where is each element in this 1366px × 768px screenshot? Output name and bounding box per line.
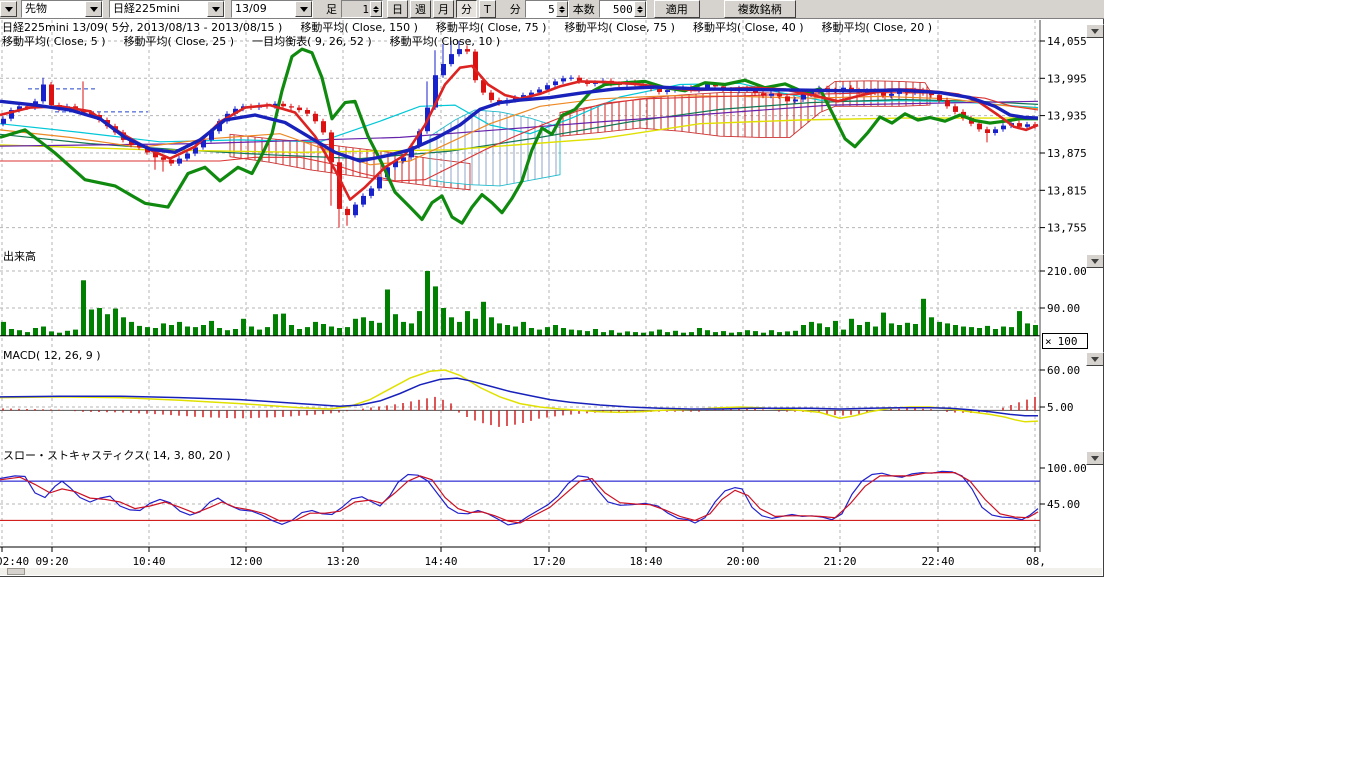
- symbol-combo[interactable]: 日経225mini: [109, 0, 225, 18]
- macd-histogram: [2, 396, 1036, 427]
- scrollbar-thumb[interactable]: [7, 568, 25, 575]
- category-combo-arrow-icon[interactable]: [85, 1, 102, 17]
- chevron-down-icon: [1091, 455, 1099, 461]
- svg-text:09:20: 09:20: [35, 555, 68, 568]
- value-axis-labels: 14,055 13,995 13,935 13,875 13,815 13,755 210.…: [1040, 35, 1087, 511]
- svg-text:13,935: 13,935: [1047, 110, 1087, 123]
- clipped-combo-arrow-icon[interactable]: [0, 1, 17, 17]
- volume-panel-label: 出来高: [3, 250, 36, 263]
- svg-text:21:20: 21:20: [823, 555, 856, 568]
- bars-label: 本数: [572, 3, 595, 16]
- svg-text:60.00: 60.00: [1047, 364, 1080, 377]
- volume-panel-dropdown-button[interactable]: [1086, 254, 1104, 268]
- grid-vertical: [1, 20, 1036, 547]
- chevron-down-icon: [1091, 356, 1099, 362]
- svg-text:14,055: 14,055: [1047, 35, 1087, 48]
- svg-text:10:40: 10:40: [132, 555, 165, 568]
- interval-spin-icon[interactable]: [370, 1, 382, 17]
- legend-row-2: 移動平均( Close, 5 ) 移動平均( Close, 25 ) 一目均衡表( …: [2, 35, 518, 48]
- minute-label: 分: [509, 3, 521, 16]
- toolbar: 先物 日経225mini 13/09 足 日 週 月 分 T 分 本数 適用 複…: [0, 0, 1104, 19]
- macd-line: [0, 377, 1038, 417]
- multiplier-value: 100: [1057, 334, 1078, 348]
- volume-bars: [1, 271, 1038, 336]
- stoch-panel-dropdown-button[interactable]: [1086, 451, 1104, 465]
- period-week-button[interactable]: 週: [410, 0, 431, 18]
- chart-area[interactable]: 02:40 09:20 10:40 12:00 13:20 14:40 17:20 18:40…: [0, 19, 1104, 577]
- svg-text:100.00: 100.00: [1047, 462, 1087, 475]
- symbol-combo-arrow-icon[interactable]: [207, 1, 224, 17]
- period-day-button[interactable]: 日: [387, 0, 408, 18]
- apply-button[interactable]: 適用: [653, 0, 700, 18]
- svg-text:13,755: 13,755: [1047, 222, 1087, 235]
- chart-canvas[interactable]: 02:40 09:20 10:40 12:00 13:20 14:40 17:20 18:40…: [0, 19, 1104, 581]
- macd-panel-dropdown-button[interactable]: [1086, 352, 1104, 366]
- grid-horizontal: [0, 40, 1040, 505]
- minute-spinner[interactable]: [524, 0, 569, 18]
- svg-text:08,: 08,: [1026, 555, 1046, 568]
- legend-item: 移動平均( Close, 20 ): [821, 21, 933, 34]
- contract-combo-arrow-icon[interactable]: [295, 1, 312, 17]
- chevron-down-icon: [1091, 258, 1099, 264]
- stoch-panel-label: スロー・ストキャスティクス( 14, 3, 80, 20 ): [3, 449, 231, 462]
- svg-text:17:20: 17:20: [532, 555, 565, 568]
- period-month-button[interactable]: 月: [433, 0, 454, 18]
- svg-text:5.00: 5.00: [1047, 401, 1074, 414]
- legend-item: 移動平均( Close, 10 ): [389, 35, 501, 48]
- svg-text:20:00: 20:00: [726, 555, 759, 568]
- period-minute-button[interactable]: 分: [456, 0, 477, 18]
- legend-row-1: 日経225mini 13/09( 5分, 2013/08/13 - 2013/0…: [2, 21, 950, 34]
- svg-text:90.00: 90.00: [1047, 302, 1080, 315]
- svg-text:13,815: 13,815: [1047, 184, 1087, 197]
- interval-input[interactable]: [342, 3, 370, 15]
- period-tick-button[interactable]: T: [479, 0, 496, 18]
- chikou-green-line: [0, 47, 1038, 225]
- svg-text:14:40: 14:40: [424, 555, 457, 568]
- legend-item: 移動平均( Close, 75 ): [564, 21, 675, 34]
- time-axis-labels: 02:40 09:20 10:40 12:00 13:20 14:40 17:20 18:40…: [0, 555, 1046, 568]
- svg-text:22:40: 22:40: [921, 555, 954, 568]
- legend-item: 移動平均( Close, 40 ): [692, 21, 804, 34]
- category-combo-value: 先物: [25, 2, 47, 15]
- contract-combo[interactable]: 13/09: [231, 0, 313, 18]
- legend-item: 一目均衡表( 9, 26, 52 ): [252, 35, 372, 48]
- minute-spin-icon[interactable]: [555, 1, 568, 17]
- svg-text:13:20: 13:20: [326, 555, 359, 568]
- ma-thick-blue-line: [0, 85, 1039, 163]
- ashi-label: 足: [326, 3, 337, 16]
- stoch-k-line: [0, 470, 1039, 526]
- minute-input[interactable]: [525, 3, 556, 15]
- price-panel-dropdown-button[interactable]: [1086, 24, 1104, 38]
- bars-spin-icon[interactable]: [633, 1, 646, 17]
- category-combo[interactable]: 先物: [21, 0, 103, 18]
- chevron-down-icon: [1091, 28, 1099, 34]
- horizontal-scrollbar[interactable]: [0, 568, 1102, 575]
- time-axis-ticks: [1, 547, 1036, 552]
- legend-item: 移動平均( Close, 75 ): [435, 21, 547, 34]
- svg-text:210.00: 210.00: [1047, 265, 1087, 278]
- legend-item: 日経225mini 13/09( 5分, 2013/08/13 - 2013/0…: [2, 21, 283, 34]
- stoch-d-line: [0, 472, 1039, 524]
- svg-text:18:40: 18:40: [629, 555, 662, 568]
- bars-input[interactable]: [599, 3, 634, 15]
- macd-panel-label: MACD( 12, 26, 9 ): [3, 349, 101, 362]
- multi-symbol-button[interactable]: 複数銘柄: [723, 0, 796, 18]
- legend-item: 移動平均( Close, 150 ): [300, 21, 418, 34]
- svg-text:13,995: 13,995: [1047, 72, 1087, 85]
- bars-spinner[interactable]: [598, 0, 647, 18]
- svg-text:12:00: 12:00: [229, 555, 262, 568]
- svg-text:45.00: 45.00: [1047, 498, 1080, 511]
- legend-item: 移動平均( Close, 25 ): [123, 35, 235, 48]
- svg-text:13,875: 13,875: [1047, 147, 1087, 160]
- legend-item: 移動平均( Close, 5 ): [2, 35, 106, 48]
- svg-text:02:40: 02:40: [0, 555, 29, 568]
- contract-combo-value: 13/09: [235, 2, 267, 15]
- volume-multiplier-badge: × 100: [1042, 333, 1088, 349]
- symbol-combo-value: 日経225mini: [113, 2, 180, 15]
- interval-spinner[interactable]: [341, 0, 383, 18]
- multiplier-sign: ×: [1045, 334, 1052, 348]
